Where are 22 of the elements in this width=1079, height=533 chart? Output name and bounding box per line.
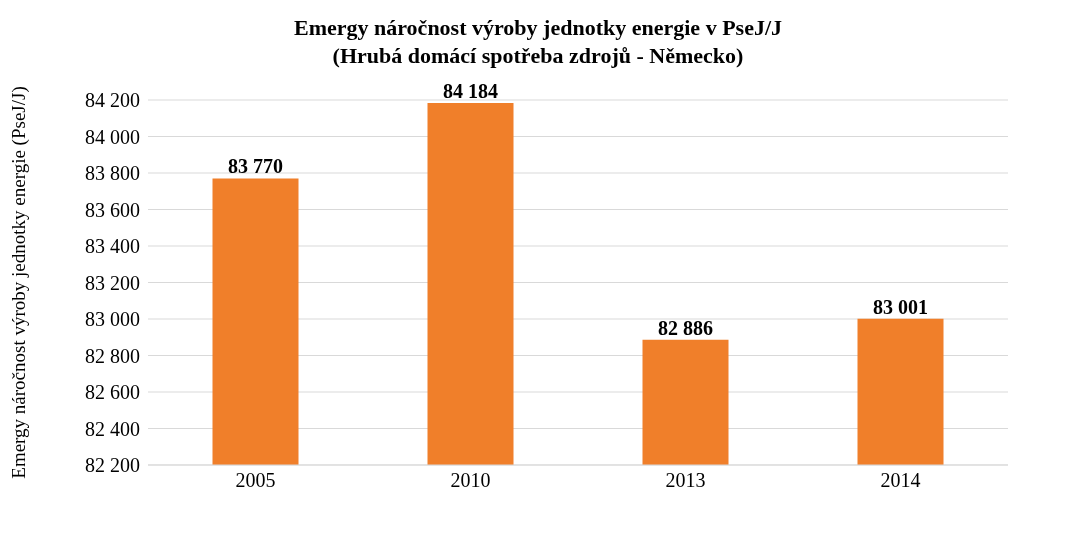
y-tick-label: 82 600 bbox=[85, 381, 140, 404]
y-tick-label: 83 600 bbox=[85, 198, 140, 221]
y-axis-title: Emergy náročnost výroby jednotky energie (PseJ/J) bbox=[7, 86, 30, 479]
x-tick-label: 2010 bbox=[450, 469, 491, 492]
y-tick-label: 83 000 bbox=[85, 308, 140, 331]
data-label: 82 886 bbox=[658, 316, 713, 339]
y-tick-label: 82 200 bbox=[85, 454, 140, 477]
y-tick-label: 83 800 bbox=[85, 162, 140, 185]
data-label: 83 770 bbox=[228, 155, 283, 178]
chart-subtitle: (Hrubá domácí spotřeba zdrojů - Německo) bbox=[331, 42, 745, 70]
chart-title: Emergy náročnost výroby jednotky energie v PseJ/J bbox=[293, 14, 783, 42]
y-tick-label: 82 400 bbox=[85, 417, 140, 440]
data-label: 84 184 bbox=[443, 79, 498, 102]
y-tick-label: 83 400 bbox=[85, 235, 140, 258]
x-tick-label: 2013 bbox=[665, 469, 706, 492]
y-tick-label: 82 800 bbox=[85, 344, 140, 367]
data-label: 83 001 bbox=[873, 295, 928, 318]
y-tick-label: 84 200 bbox=[85, 89, 140, 112]
x-tick-label: 2005 bbox=[235, 469, 276, 492]
y-tick-label: 84 000 bbox=[85, 125, 140, 148]
x-tick-label: 2014 bbox=[880, 469, 921, 492]
y-tick-label: 83 200 bbox=[85, 271, 140, 294]
